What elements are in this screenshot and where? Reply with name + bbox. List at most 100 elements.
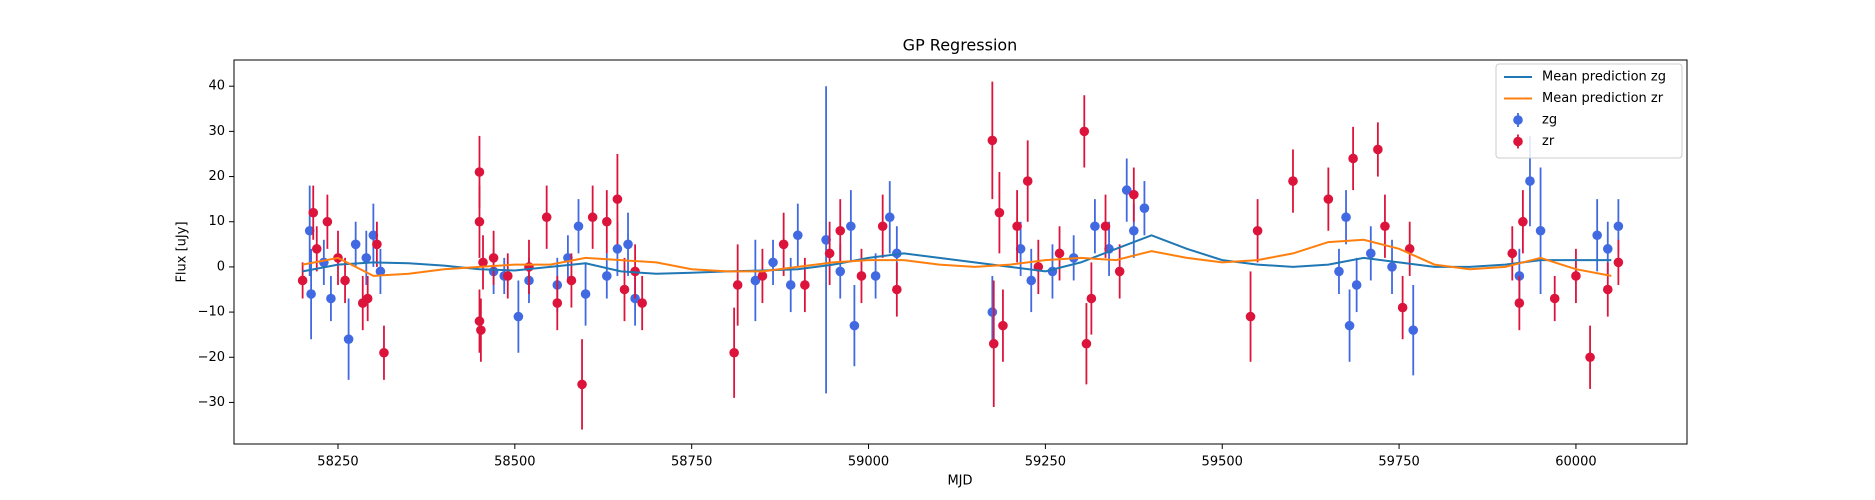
data-point bbox=[1365, 248, 1376, 259]
data-point bbox=[1507, 248, 1518, 259]
data-point bbox=[1100, 221, 1111, 232]
data-point bbox=[476, 325, 486, 335]
x-tick-label: 58250 bbox=[317, 455, 358, 470]
mean-line bbox=[302, 234, 1612, 275]
y-tick-label: −20 bbox=[198, 350, 225, 365]
data-point bbox=[308, 207, 319, 218]
data-point bbox=[1026, 275, 1037, 286]
data-point bbox=[1090, 221, 1100, 232]
data-point bbox=[1613, 257, 1624, 268]
data-point bbox=[1054, 248, 1065, 259]
data-point bbox=[361, 253, 372, 263]
data-point bbox=[619, 284, 630, 295]
data-point bbox=[474, 216, 485, 227]
data-point bbox=[824, 248, 835, 259]
data-point bbox=[612, 194, 623, 204]
data-point bbox=[846, 221, 856, 232]
data-point bbox=[1252, 225, 1263, 236]
data-point bbox=[892, 284, 902, 295]
data-point bbox=[379, 347, 389, 358]
data-point bbox=[375, 266, 386, 277]
data-point bbox=[612, 244, 623, 254]
data-point bbox=[1015, 244, 1026, 254]
data-point bbox=[1514, 298, 1525, 308]
y-tick-label: −10 bbox=[198, 305, 225, 320]
y-tick-label: 10 bbox=[208, 214, 225, 229]
data-point bbox=[1348, 153, 1358, 164]
data-point bbox=[821, 235, 831, 245]
data-point bbox=[368, 230, 379, 241]
x-tick-label: 59250 bbox=[1025, 455, 1066, 470]
data-point bbox=[750, 275, 761, 286]
data-point bbox=[1518, 216, 1528, 227]
data-point bbox=[623, 239, 633, 250]
data-point bbox=[488, 253, 499, 263]
data-point bbox=[637, 298, 647, 308]
plot-frame bbox=[233, 59, 1688, 445]
data-point bbox=[884, 212, 895, 223]
data-point bbox=[322, 216, 333, 227]
data-point bbox=[1380, 221, 1390, 232]
data-point bbox=[1373, 144, 1383, 155]
data-point bbox=[1121, 185, 1132, 195]
data-point bbox=[792, 230, 803, 241]
data-point bbox=[1139, 203, 1150, 213]
data-point bbox=[630, 293, 640, 304]
data-point bbox=[1341, 212, 1351, 223]
data-point bbox=[306, 289, 316, 299]
data-point bbox=[778, 239, 789, 250]
data-point bbox=[297, 275, 308, 286]
data-point bbox=[1129, 225, 1139, 236]
data-point bbox=[362, 293, 373, 304]
chart-title: GP Regression bbox=[903, 36, 1018, 55]
data-point bbox=[304, 225, 315, 236]
mean-line bbox=[302, 238, 1612, 277]
data-point bbox=[800, 280, 810, 290]
data-point bbox=[343, 334, 354, 344]
data-point bbox=[849, 320, 860, 331]
data-point bbox=[729, 347, 739, 358]
data-point bbox=[1351, 280, 1362, 290]
data-point bbox=[1602, 244, 1613, 254]
x-tick-label: 59750 bbox=[1378, 455, 1419, 470]
data-point bbox=[1079, 126, 1090, 137]
data-point bbox=[1012, 221, 1022, 232]
data-point bbox=[1592, 230, 1602, 241]
data-point bbox=[1535, 225, 1546, 236]
x-tick-label: 58500 bbox=[494, 455, 535, 470]
data-point bbox=[877, 221, 888, 232]
data-point bbox=[1344, 320, 1355, 331]
data-point bbox=[1387, 262, 1397, 272]
data-point bbox=[513, 311, 524, 322]
legend-marker bbox=[1513, 136, 1523, 147]
data-point bbox=[541, 212, 552, 223]
data-point bbox=[1022, 176, 1033, 186]
data-point bbox=[1323, 194, 1334, 204]
x-tick-label: 59500 bbox=[1202, 455, 1243, 470]
y-tick-label: 40 bbox=[208, 79, 225, 94]
legend-label: zr bbox=[1542, 134, 1555, 149]
data-point bbox=[987, 307, 998, 317]
data-point bbox=[1129, 189, 1139, 200]
data-point bbox=[566, 275, 577, 286]
data-point bbox=[998, 320, 1008, 331]
x-tick-label: 59000 bbox=[848, 455, 889, 470]
data-point bbox=[601, 216, 612, 227]
data-point bbox=[1549, 293, 1560, 304]
data-point bbox=[994, 207, 1005, 218]
data-point bbox=[577, 379, 587, 390]
data-point bbox=[987, 135, 998, 146]
legend-marker bbox=[1513, 115, 1523, 125]
data-point bbox=[768, 257, 778, 268]
data-point bbox=[835, 225, 846, 236]
data-point bbox=[601, 271, 612, 281]
data-point bbox=[1081, 338, 1092, 349]
data-point bbox=[870, 271, 881, 281]
y-tick-label: −30 bbox=[198, 395, 225, 410]
data-point bbox=[1288, 176, 1298, 186]
data-point bbox=[573, 221, 584, 232]
y-axis-label: Flux [uJy] bbox=[175, 221, 190, 282]
data-point bbox=[326, 293, 336, 304]
data-point bbox=[1613, 221, 1624, 232]
